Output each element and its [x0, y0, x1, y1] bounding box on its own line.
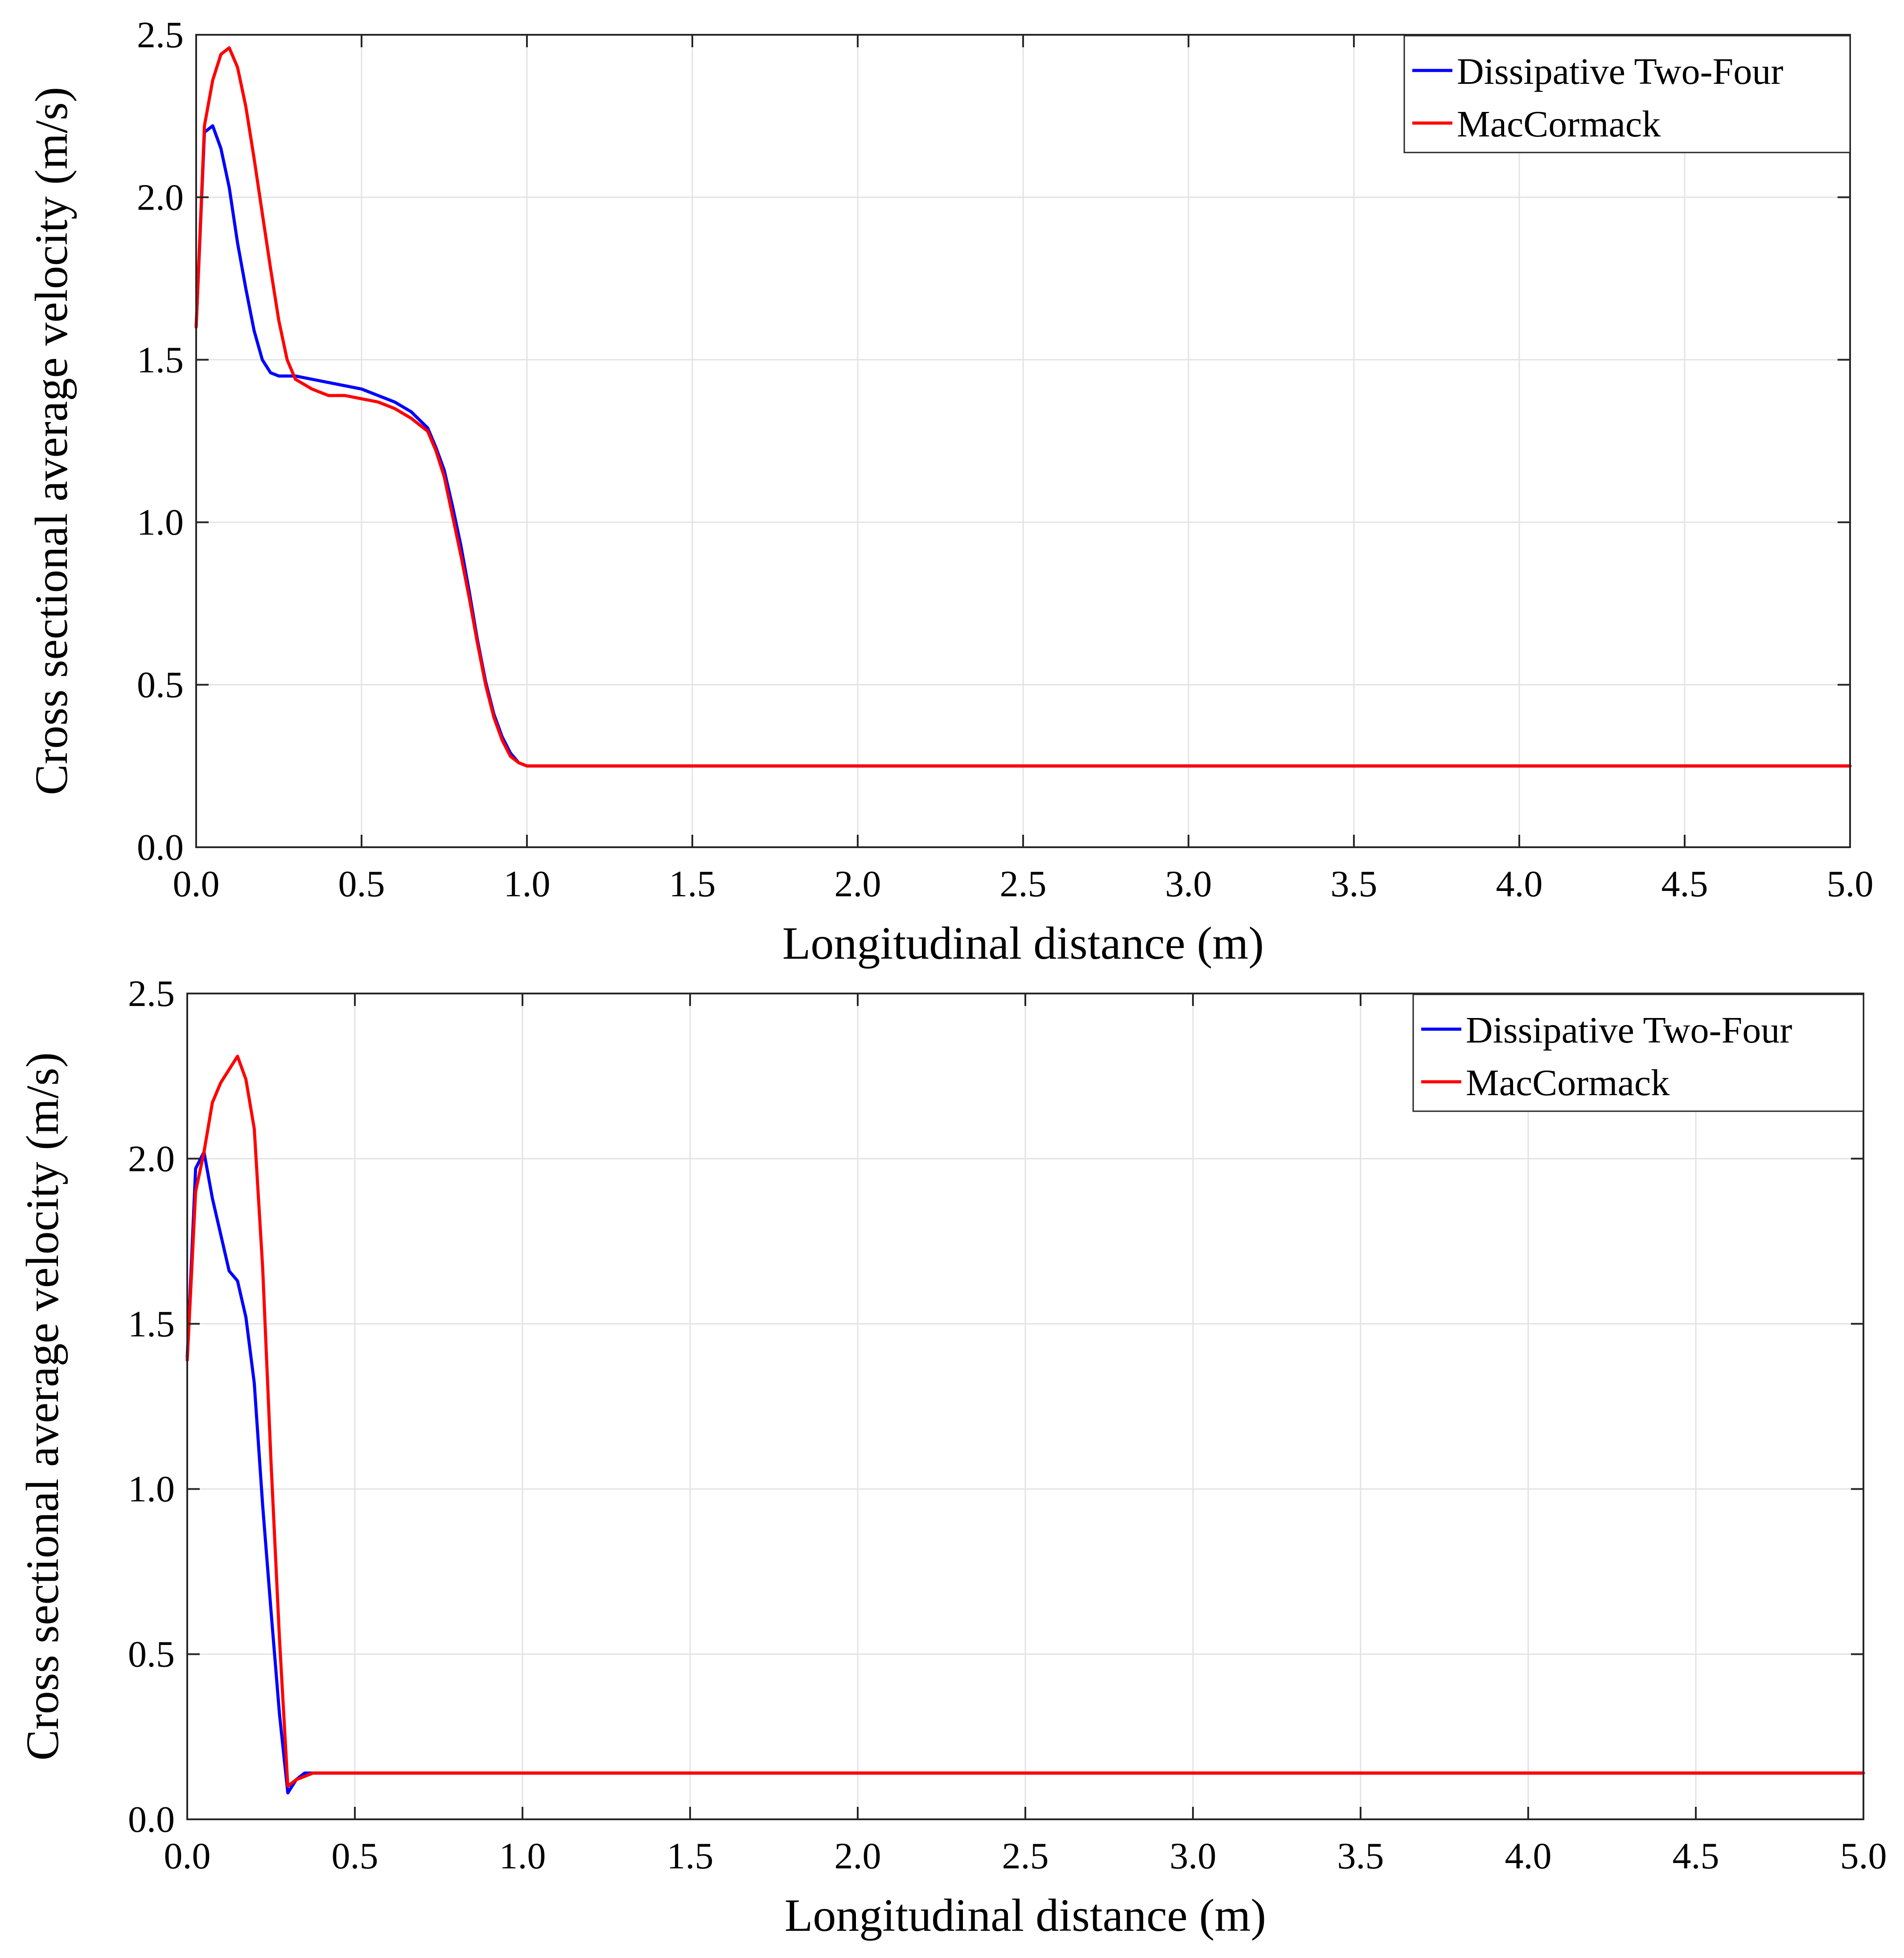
x-tick-label: 0.5 [332, 1835, 378, 1877]
legend-entry-label: Dissipative Two-Four [1457, 51, 1783, 92]
y-tick-label: 2.5 [137, 14, 184, 56]
legend-box [1403, 35, 1851, 153]
x-tick-label: 2.5 [1002, 1835, 1049, 1877]
series-line-maccormack [194, 46, 1852, 768]
x-tick-label: 0.5 [338, 863, 385, 905]
x-tick-label: 1.0 [499, 1835, 546, 1877]
x-axis-label: Longitudinal distance (m) [785, 1890, 1266, 1941]
x-tick-label: 5.0 [1827, 863, 1874, 905]
legend-entry-label: MacCormack [1466, 1062, 1670, 1104]
y-tick-label: 2.5 [128, 973, 175, 1014]
x-tick-label: 4.0 [1505, 1835, 1552, 1877]
y-tick-label: 2.0 [128, 1138, 175, 1179]
y-tick-label: 2.0 [137, 177, 184, 218]
y-tick-label: 0.0 [137, 827, 184, 868]
x-tick-label: 1.5 [667, 1835, 714, 1877]
x-tick-label: 4.0 [1496, 863, 1543, 905]
x-tick-label: 1.5 [669, 863, 716, 905]
x-tick-label: 0.0 [164, 1835, 211, 1877]
x-tick-label: 5.0 [1840, 1835, 1887, 1877]
legend-box [1412, 993, 1864, 1112]
y-tick-label: 0.5 [137, 664, 184, 706]
x-tick-label: 3.0 [1170, 1835, 1217, 1877]
x-tick-label: 0.0 [173, 863, 220, 905]
y-axis-label: Cross sectional average velocity (m/s) [26, 87, 77, 795]
chart-bottom: 0.0 0.5 1.0 1.5 2.0 2.5 3.0 3.5 4.0 4.5 5.0 0.0 0.5 1… [17, 973, 1887, 1941]
x-tick-label: 1.0 [504, 863, 551, 905]
x-tick-label: 4.5 [1673, 1835, 1719, 1877]
x-tick-label: 3.5 [1337, 1835, 1384, 1877]
x-axis-label: Longitudinal distance (m) [782, 918, 1264, 969]
chart-top: 0.0 0.5 1.0 1.5 2.0 2.5 3.0 3.5 4.0 4.5 5.0 0.0 0.5 1… [26, 14, 1874, 969]
legend-entry-label: Dissipative Two-Four [1466, 1010, 1792, 1051]
y-tick-label: 0.0 [128, 1799, 175, 1840]
y-tick-label: 1.5 [137, 339, 184, 381]
x-tick-label: 2.5 [1000, 863, 1047, 905]
legend: Dissipative Two-Four MacCormack [1412, 993, 1864, 1112]
series-line-maccormack [185, 1055, 1865, 1788]
x-tick-label: 2.0 [835, 863, 881, 905]
y-tick-label: 0.5 [128, 1634, 175, 1675]
y-tick-label: 1.5 [128, 1303, 175, 1345]
legend-entry-label: MacCormack [1457, 103, 1661, 145]
legend: Dissipative Two-Four MacCormack [1403, 35, 1851, 153]
x-tick-label: 3.0 [1165, 863, 1212, 905]
y-axis-label: Cross sectional average velocity (m/s) [17, 1052, 68, 1760]
x-tick-label: 2.0 [835, 1835, 881, 1877]
y-tick-label: 1.0 [128, 1468, 175, 1510]
x-tick-label: 4.5 [1661, 863, 1708, 905]
x-tick-label: 3.5 [1331, 863, 1378, 905]
y-tick-label: 1.0 [137, 502, 184, 543]
